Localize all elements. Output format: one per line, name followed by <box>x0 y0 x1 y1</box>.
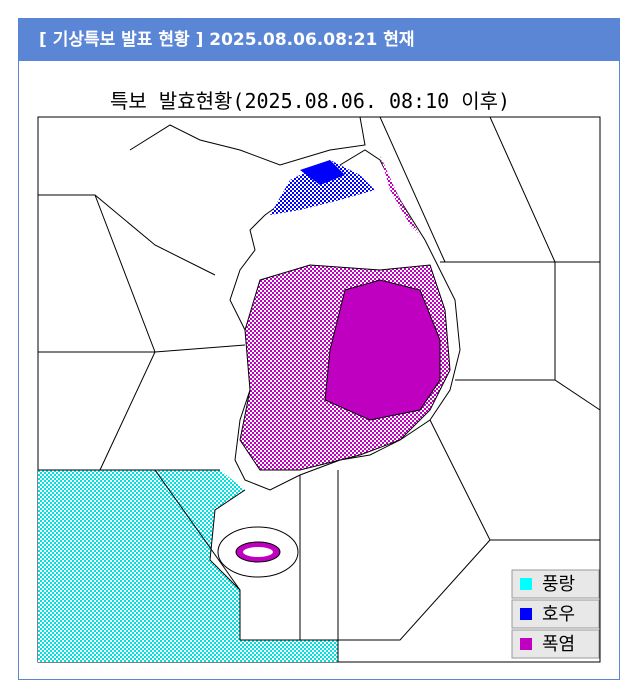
sea-zone <box>38 470 338 662</box>
panel-header: [ 기상특보 발표 현황 ] 2025.08.06.08:21 현재 <box>19 19 619 61</box>
coastline-north <box>129 116 366 166</box>
jeju-inner <box>243 547 273 557</box>
legend-swatch <box>520 608 532 620</box>
rain-zone <box>270 160 375 215</box>
rain-zone-solid <box>300 160 345 185</box>
legend-swatch <box>520 638 532 650</box>
zone-lines <box>38 116 601 662</box>
map-title: 특보 발효현황(2025.08.06. 08:10 이후) <box>110 89 510 113</box>
legend-label: 폭염 <box>542 634 575 655</box>
panel: [ 기상특보 발표 현황 ] 2025.08.06.08:21 현재 <box>18 18 620 680</box>
heat-zone-solid <box>324 279 441 421</box>
legend-label: 호우 <box>542 604 575 625</box>
legend-label: 풍랑 <box>542 574 575 595</box>
legend-swatch <box>520 578 532 590</box>
